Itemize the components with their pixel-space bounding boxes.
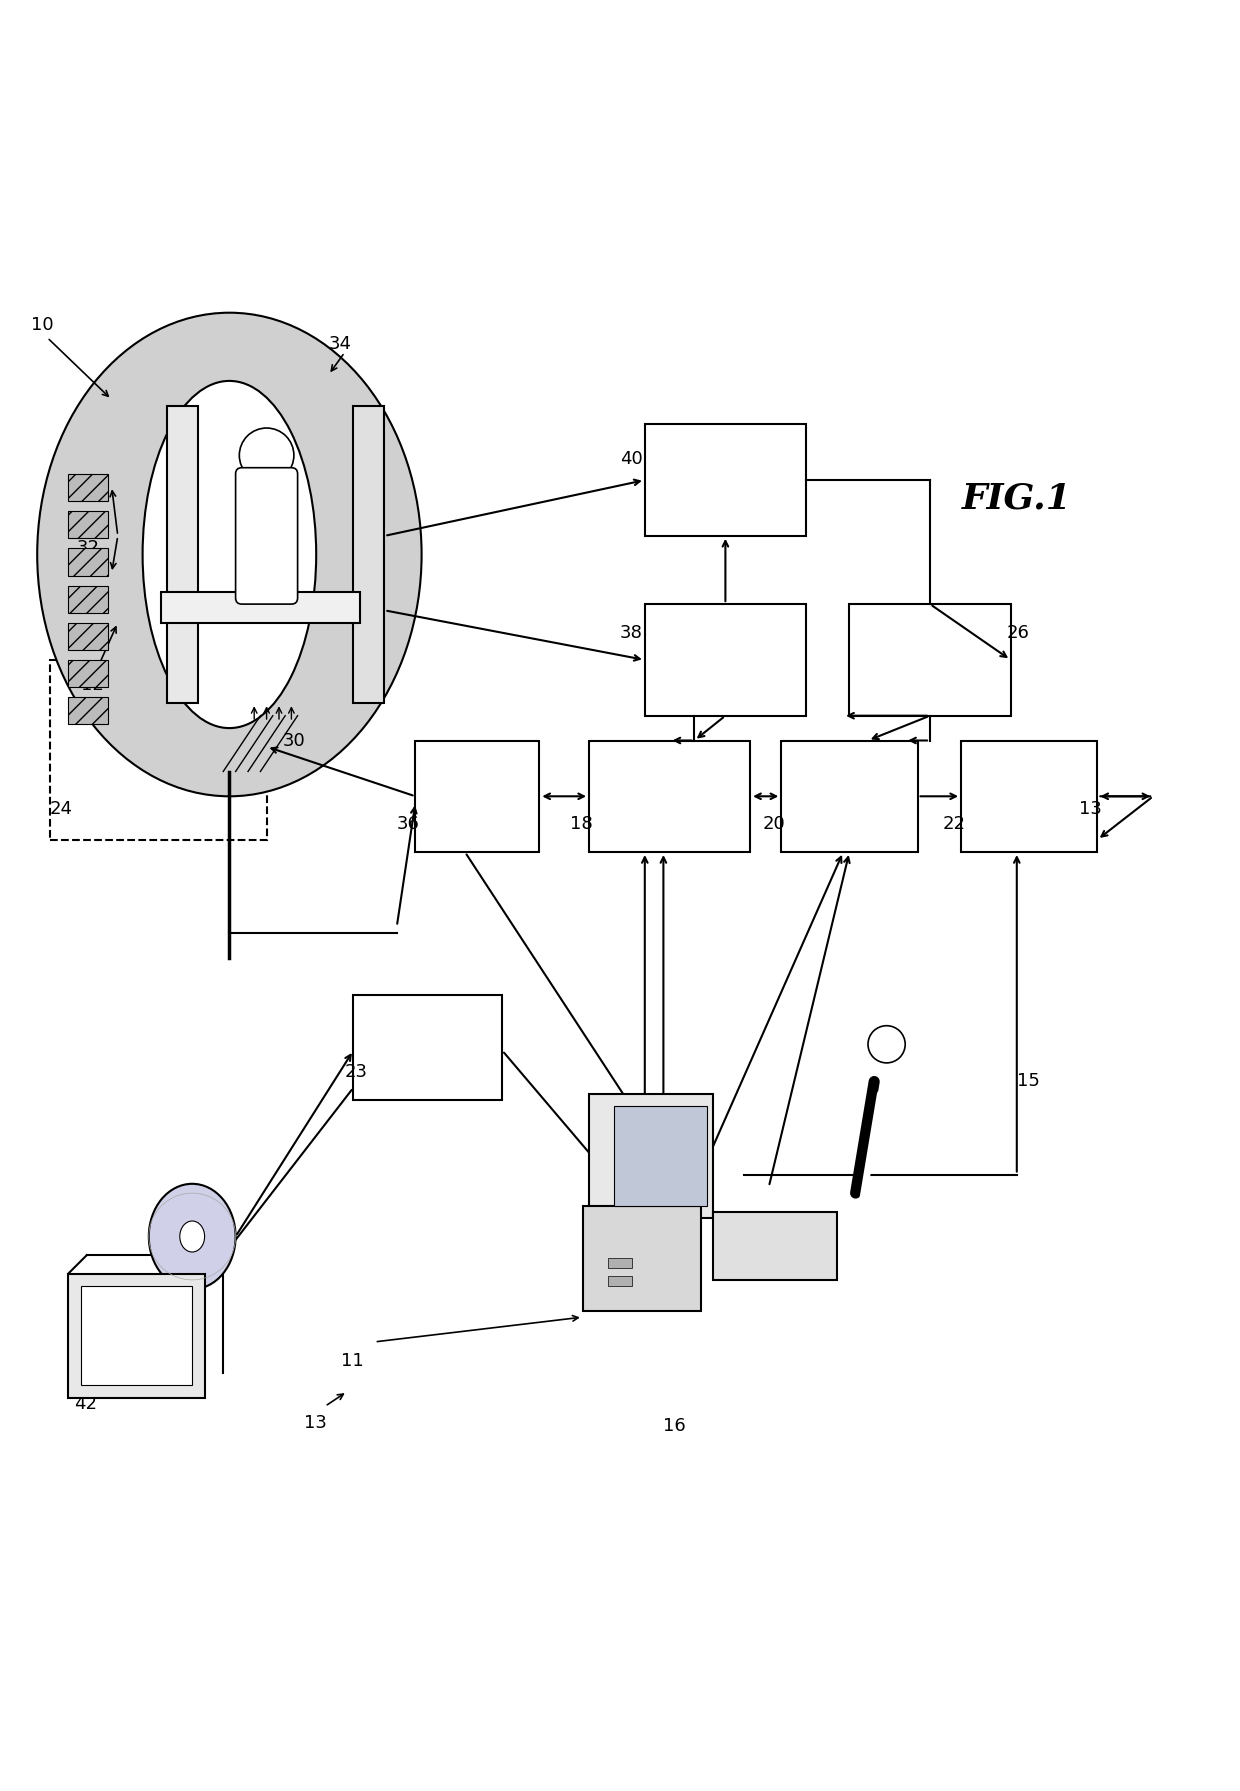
Text: 24: 24 <box>50 801 73 818</box>
Text: 10: 10 <box>31 315 53 335</box>
FancyBboxPatch shape <box>645 604 806 716</box>
FancyBboxPatch shape <box>68 586 108 613</box>
FancyBboxPatch shape <box>68 1273 205 1397</box>
Ellipse shape <box>180 1221 205 1252</box>
FancyBboxPatch shape <box>68 659 108 688</box>
FancyBboxPatch shape <box>68 475 108 501</box>
Text: 23: 23 <box>345 1062 368 1080</box>
Ellipse shape <box>149 1184 236 1290</box>
Text: 18: 18 <box>570 815 593 833</box>
FancyBboxPatch shape <box>353 407 384 704</box>
FancyBboxPatch shape <box>589 1094 713 1218</box>
FancyBboxPatch shape <box>68 548 108 575</box>
Text: 42: 42 <box>74 1395 98 1413</box>
Text: 15: 15 <box>1017 1073 1039 1091</box>
Text: 11: 11 <box>341 1352 363 1370</box>
Text: 44: 44 <box>184 1272 207 1290</box>
FancyBboxPatch shape <box>589 740 750 853</box>
Ellipse shape <box>37 313 422 797</box>
Text: 20: 20 <box>763 815 785 833</box>
FancyBboxPatch shape <box>608 1257 632 1268</box>
Circle shape <box>868 1026 905 1062</box>
FancyBboxPatch shape <box>353 994 502 1100</box>
FancyBboxPatch shape <box>614 1107 707 1205</box>
Text: 38: 38 <box>620 623 642 641</box>
Text: 40: 40 <box>620 450 642 467</box>
Text: 34: 34 <box>329 335 352 353</box>
Text: 26: 26 <box>1007 623 1029 641</box>
FancyBboxPatch shape <box>608 1277 632 1286</box>
Ellipse shape <box>143 381 316 729</box>
Text: 22: 22 <box>942 815 966 833</box>
FancyBboxPatch shape <box>713 1213 837 1281</box>
FancyBboxPatch shape <box>161 591 360 623</box>
FancyBboxPatch shape <box>236 467 298 604</box>
FancyBboxPatch shape <box>961 740 1097 853</box>
FancyBboxPatch shape <box>167 407 198 704</box>
Text: 14: 14 <box>600 1123 622 1141</box>
FancyBboxPatch shape <box>645 424 806 536</box>
Text: 30: 30 <box>283 731 305 749</box>
Text: 13: 13 <box>1079 801 1101 818</box>
Text: 12: 12 <box>81 675 103 693</box>
FancyBboxPatch shape <box>68 623 108 650</box>
Text: 13: 13 <box>304 1413 326 1431</box>
FancyBboxPatch shape <box>81 1286 192 1384</box>
Text: 16: 16 <box>663 1417 686 1435</box>
Circle shape <box>239 428 294 482</box>
Text: FIG.1: FIG.1 <box>962 482 1071 516</box>
FancyBboxPatch shape <box>415 740 539 853</box>
FancyBboxPatch shape <box>68 510 108 539</box>
Text: 32: 32 <box>77 539 100 557</box>
FancyBboxPatch shape <box>68 697 108 724</box>
FancyBboxPatch shape <box>849 604 1011 716</box>
Text: 36: 36 <box>397 815 419 833</box>
FancyBboxPatch shape <box>583 1205 701 1311</box>
FancyBboxPatch shape <box>50 659 267 840</box>
FancyBboxPatch shape <box>781 740 918 853</box>
